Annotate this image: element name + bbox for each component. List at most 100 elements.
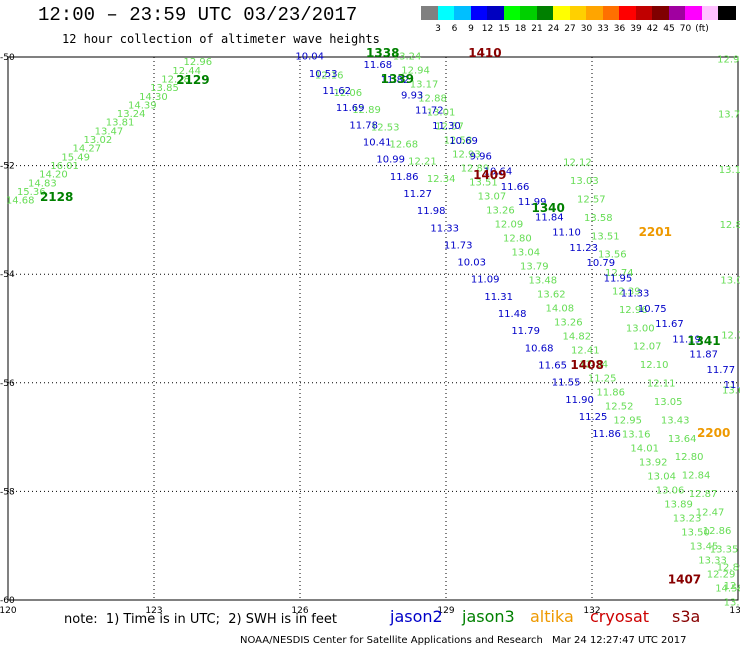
wave-height-value: 13.01 [427,108,456,119]
wave-height-value: 10.53 [309,69,338,80]
wave-height-value: 12.58 [444,136,473,147]
scale-label: 3 [435,24,441,34]
wave-height-value: 9.93 [401,90,423,101]
wave-height-value: 12.16 [315,71,344,82]
wave-height-value: 14.68 [6,196,35,207]
wave-height-value: 11.69 [336,103,365,114]
pass-id-label: 2200 [697,426,730,440]
wave-height-value: 12.89 [352,105,381,116]
page-subtitle: 12 hour collection of altimeter wave hei… [62,32,380,46]
wave-height-value: 10.64 [484,167,513,178]
wave-height-value: 10.75 [638,304,667,315]
scale-label: 6 [451,24,458,34]
wave-height-value: 11.86 [592,429,621,440]
wave-height-value: 13.51 [591,231,620,242]
y-tick-label: -56 [0,379,15,389]
wave-height-value: 14.27 [72,144,101,155]
wave-height-value: 12.07 [633,342,662,353]
wave-height-value: 13.89 [664,499,693,510]
wave-height-value: 12.44 [172,66,201,77]
wave-height-value: 11.77 [707,365,736,376]
wave-height-value: 11.48 [498,309,527,320]
pass-id-label: 1410 [468,46,501,60]
wave-height-value: 12.85 [724,581,740,592]
wave-height-value: 13.48 [529,276,558,287]
wave-height-value: 12.11 [647,379,676,390]
scale-swatch [437,6,456,20]
scale-swatch [503,6,522,20]
wave-height-value: 12.10 [640,360,669,371]
scale-swatch [718,6,736,20]
wave-height-value: 13.24 [393,52,422,63]
scale-swatch [701,6,720,20]
wave-height-value: 12.89 [461,164,490,175]
wave-height-value: 13.7 [718,110,740,121]
wave-height-value: 13.79 [520,262,549,273]
wave-height-value: 11.30 [432,121,461,132]
wave-height-value: 10.69 [449,136,478,147]
wave-height-value: 14.30 [139,92,168,103]
wave-height-value: 13.58 [584,213,613,224]
wave-height-value: 13.26 [554,318,583,329]
scale-swatch [553,6,571,20]
x-tick-label: 120 [0,606,17,616]
scale-swatch [536,6,555,20]
wave-height-value: 12.93 [452,150,481,161]
wave-height-value: 12.41 [571,346,600,357]
plot-frame [7,56,739,601]
legend-entry-altika: altika [530,607,574,626]
wave-height-value: 12.8 [720,220,740,231]
scale-swatch [602,6,621,20]
wave-height-value: 12.87 [689,489,718,500]
legend-entry-jason3: jason3 [462,607,515,626]
footer-note: note: 1) Time is in UTC; 2) SWH is in fe… [64,612,337,627]
wave-height-value: 11.25 [579,412,608,423]
wave-height-value: 12.57 [435,122,464,133]
wave-height-value: 11.73 [444,240,473,251]
wave-height-value: 10.41 [363,137,392,148]
wave-height-value: 13.92 [639,458,668,469]
scale-swatch [652,6,670,20]
wave-height-value: 13.17 [410,80,439,91]
wave-height-value: 13.06 [656,485,685,496]
wave-height-value: 14.83 [28,178,57,189]
wave-height-value: 12.34 [427,174,456,185]
legend-entry-s3a: s3a [672,607,701,626]
wave-height-value: 13.03 [570,176,599,187]
scale-label: 45 [663,24,675,34]
wave-height-value: 11.82 [381,75,410,86]
wave-height-value: 13.64 [668,434,697,445]
wave-height-value: 11.78 [349,120,378,131]
wave-height-value: 10.04 [295,52,324,63]
scale-swatch [520,6,538,20]
wave-height-value: 15.49 [61,152,90,163]
wave-height-value: 14.01 [630,444,659,455]
footer-timestamp: Mar 24 12:27:47 UTC 2017 [552,635,687,646]
wave-height-value: 11.62 [322,86,351,97]
wave-height-value: 11.67 [655,319,684,330]
scale-label: (ft) [695,24,709,34]
wave-height-value: 12.47 [696,507,725,518]
wave-height-value: 13.00 [626,323,655,334]
pass-id-label: 2128 [40,190,73,204]
pass-id-label: 1407 [668,573,701,587]
scale-label: 39 [630,24,642,34]
wave-height-value: 11.19 [672,334,701,345]
scale-label: 30 [580,24,593,34]
wave-height-value: 12.96 [619,305,648,316]
wave-height-value: 12.53 [371,122,400,133]
wave-height-value: 11.95 [604,273,633,284]
wave-height-value: 12.7 [721,330,740,341]
wave-height-value: 11.86 [390,172,419,183]
wave-height-value: 10.03 [457,258,486,269]
wave-height-value: 13.0 [720,275,740,286]
scale-swatch [487,6,505,20]
wave-height-value: 13.04 [512,248,541,259]
y-tick-label: -52 [0,162,15,172]
scale-label: 27 [564,24,576,34]
wave-height-value: 13.85 [150,83,179,94]
wave-height-value: 13.24 [117,109,146,120]
wave-height-value: 12.89 [717,563,740,574]
wave-height-value: 14.20 [39,170,68,181]
